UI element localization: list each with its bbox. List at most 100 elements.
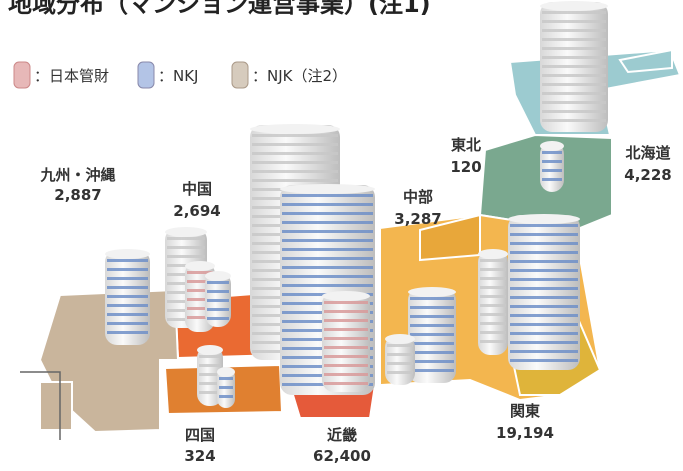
region-name: 近畿 [327, 426, 357, 444]
building-stripe [510, 287, 578, 290]
building-stripe [252, 143, 338, 146]
building-stripe [252, 134, 338, 137]
building-top [280, 184, 375, 194]
building-top [197, 345, 223, 355]
building-stripe [542, 11, 606, 14]
building-stripe [510, 233, 578, 236]
building [105, 249, 150, 345]
building-stripe [107, 259, 148, 262]
building-stripe [480, 313, 506, 316]
building-stripe [107, 295, 148, 298]
region-value: 2,694 [173, 202, 220, 220]
labels: 九州・沖縄 2,887 中国 2,694 四国 324 近畿 62,400 中部… [39, 136, 671, 465]
building-stripe [187, 298, 213, 301]
building-stripe [282, 221, 373, 224]
building-top [322, 291, 370, 301]
building-stripe [510, 314, 578, 317]
building-stripe [324, 337, 368, 340]
building-stripe [480, 277, 506, 280]
building [205, 271, 231, 327]
building-stripe [187, 289, 213, 292]
building-stripe [282, 275, 373, 278]
building-top [250, 124, 340, 134]
building-stripe [107, 322, 148, 325]
building-top [105, 249, 150, 259]
building-stripe [387, 344, 413, 347]
building-body [478, 250, 508, 355]
legend-swatch [13, 61, 31, 89]
building-top [508, 214, 580, 224]
building-stripe [324, 310, 368, 313]
building-stripe [542, 83, 606, 86]
building-stripe [199, 391, 221, 394]
region-name: 中部 [403, 188, 433, 206]
building-stripe [282, 194, 373, 197]
building-stripe [542, 20, 606, 23]
region-name: 九州・沖縄 [39, 166, 115, 184]
building-stripe [510, 260, 578, 263]
building-stripe [542, 160, 562, 163]
building [408, 287, 456, 383]
building-stripe [167, 246, 205, 249]
building-stripe [324, 364, 368, 367]
building-stripe [282, 257, 373, 260]
building-stripe [207, 299, 229, 302]
building [508, 214, 580, 370]
building-body [508, 215, 580, 370]
building-stripe [480, 259, 506, 262]
building-stripe [199, 373, 221, 376]
building-top [165, 227, 207, 237]
region-value: 19,194 [496, 424, 554, 442]
region-name: 中国 [182, 180, 212, 198]
building-stripe [324, 382, 368, 385]
building-stripe [107, 268, 148, 271]
building-stripe [252, 152, 338, 155]
building-stripe [107, 304, 148, 307]
building-stripe [510, 323, 578, 326]
building-stripe [207, 317, 229, 320]
building-stripe [410, 297, 454, 300]
building [540, 141, 564, 192]
title: 地域分布（マンション運営事業）(注1) [8, 0, 431, 18]
region-name: 北海道 [625, 144, 670, 162]
building-stripe [410, 369, 454, 372]
building-stripe [107, 277, 148, 280]
building-stripe [510, 332, 578, 335]
region-name: 関東 [510, 402, 540, 420]
building-stripe [480, 331, 506, 334]
building-stripe [542, 101, 606, 104]
building-stripe [542, 110, 606, 113]
building-stripe [510, 296, 578, 299]
building-stripe [542, 65, 606, 68]
building-stripe [542, 74, 606, 77]
building-stripe [324, 373, 368, 376]
building-stripe [542, 47, 606, 50]
legend-swatch [231, 61, 249, 89]
building-stripe [387, 371, 413, 374]
building-stripe [510, 359, 578, 362]
building-stripe [199, 364, 221, 367]
building-stripe [282, 230, 373, 233]
building-stripe [480, 295, 506, 298]
building-stripe [324, 319, 368, 322]
building-stripe [480, 340, 506, 343]
legend-swatch [137, 61, 155, 89]
building-stripe [510, 350, 578, 353]
building-stripe [167, 237, 205, 240]
building-stripe [324, 355, 368, 358]
building-stripe [542, 56, 606, 59]
building-stripe [207, 281, 229, 284]
building-stripe [207, 308, 229, 311]
building-stripe [510, 305, 578, 308]
building-stripe [199, 355, 221, 358]
building-stripe [542, 178, 562, 181]
legend-label: ：NJK（注2） [252, 67, 347, 85]
building-top [385, 334, 415, 344]
building-stripe [510, 251, 578, 254]
building-stripe [207, 290, 229, 293]
building-stripe [510, 278, 578, 281]
building-top [408, 287, 456, 297]
region-name: 東北 [451, 136, 481, 154]
building-stripe [480, 286, 506, 289]
